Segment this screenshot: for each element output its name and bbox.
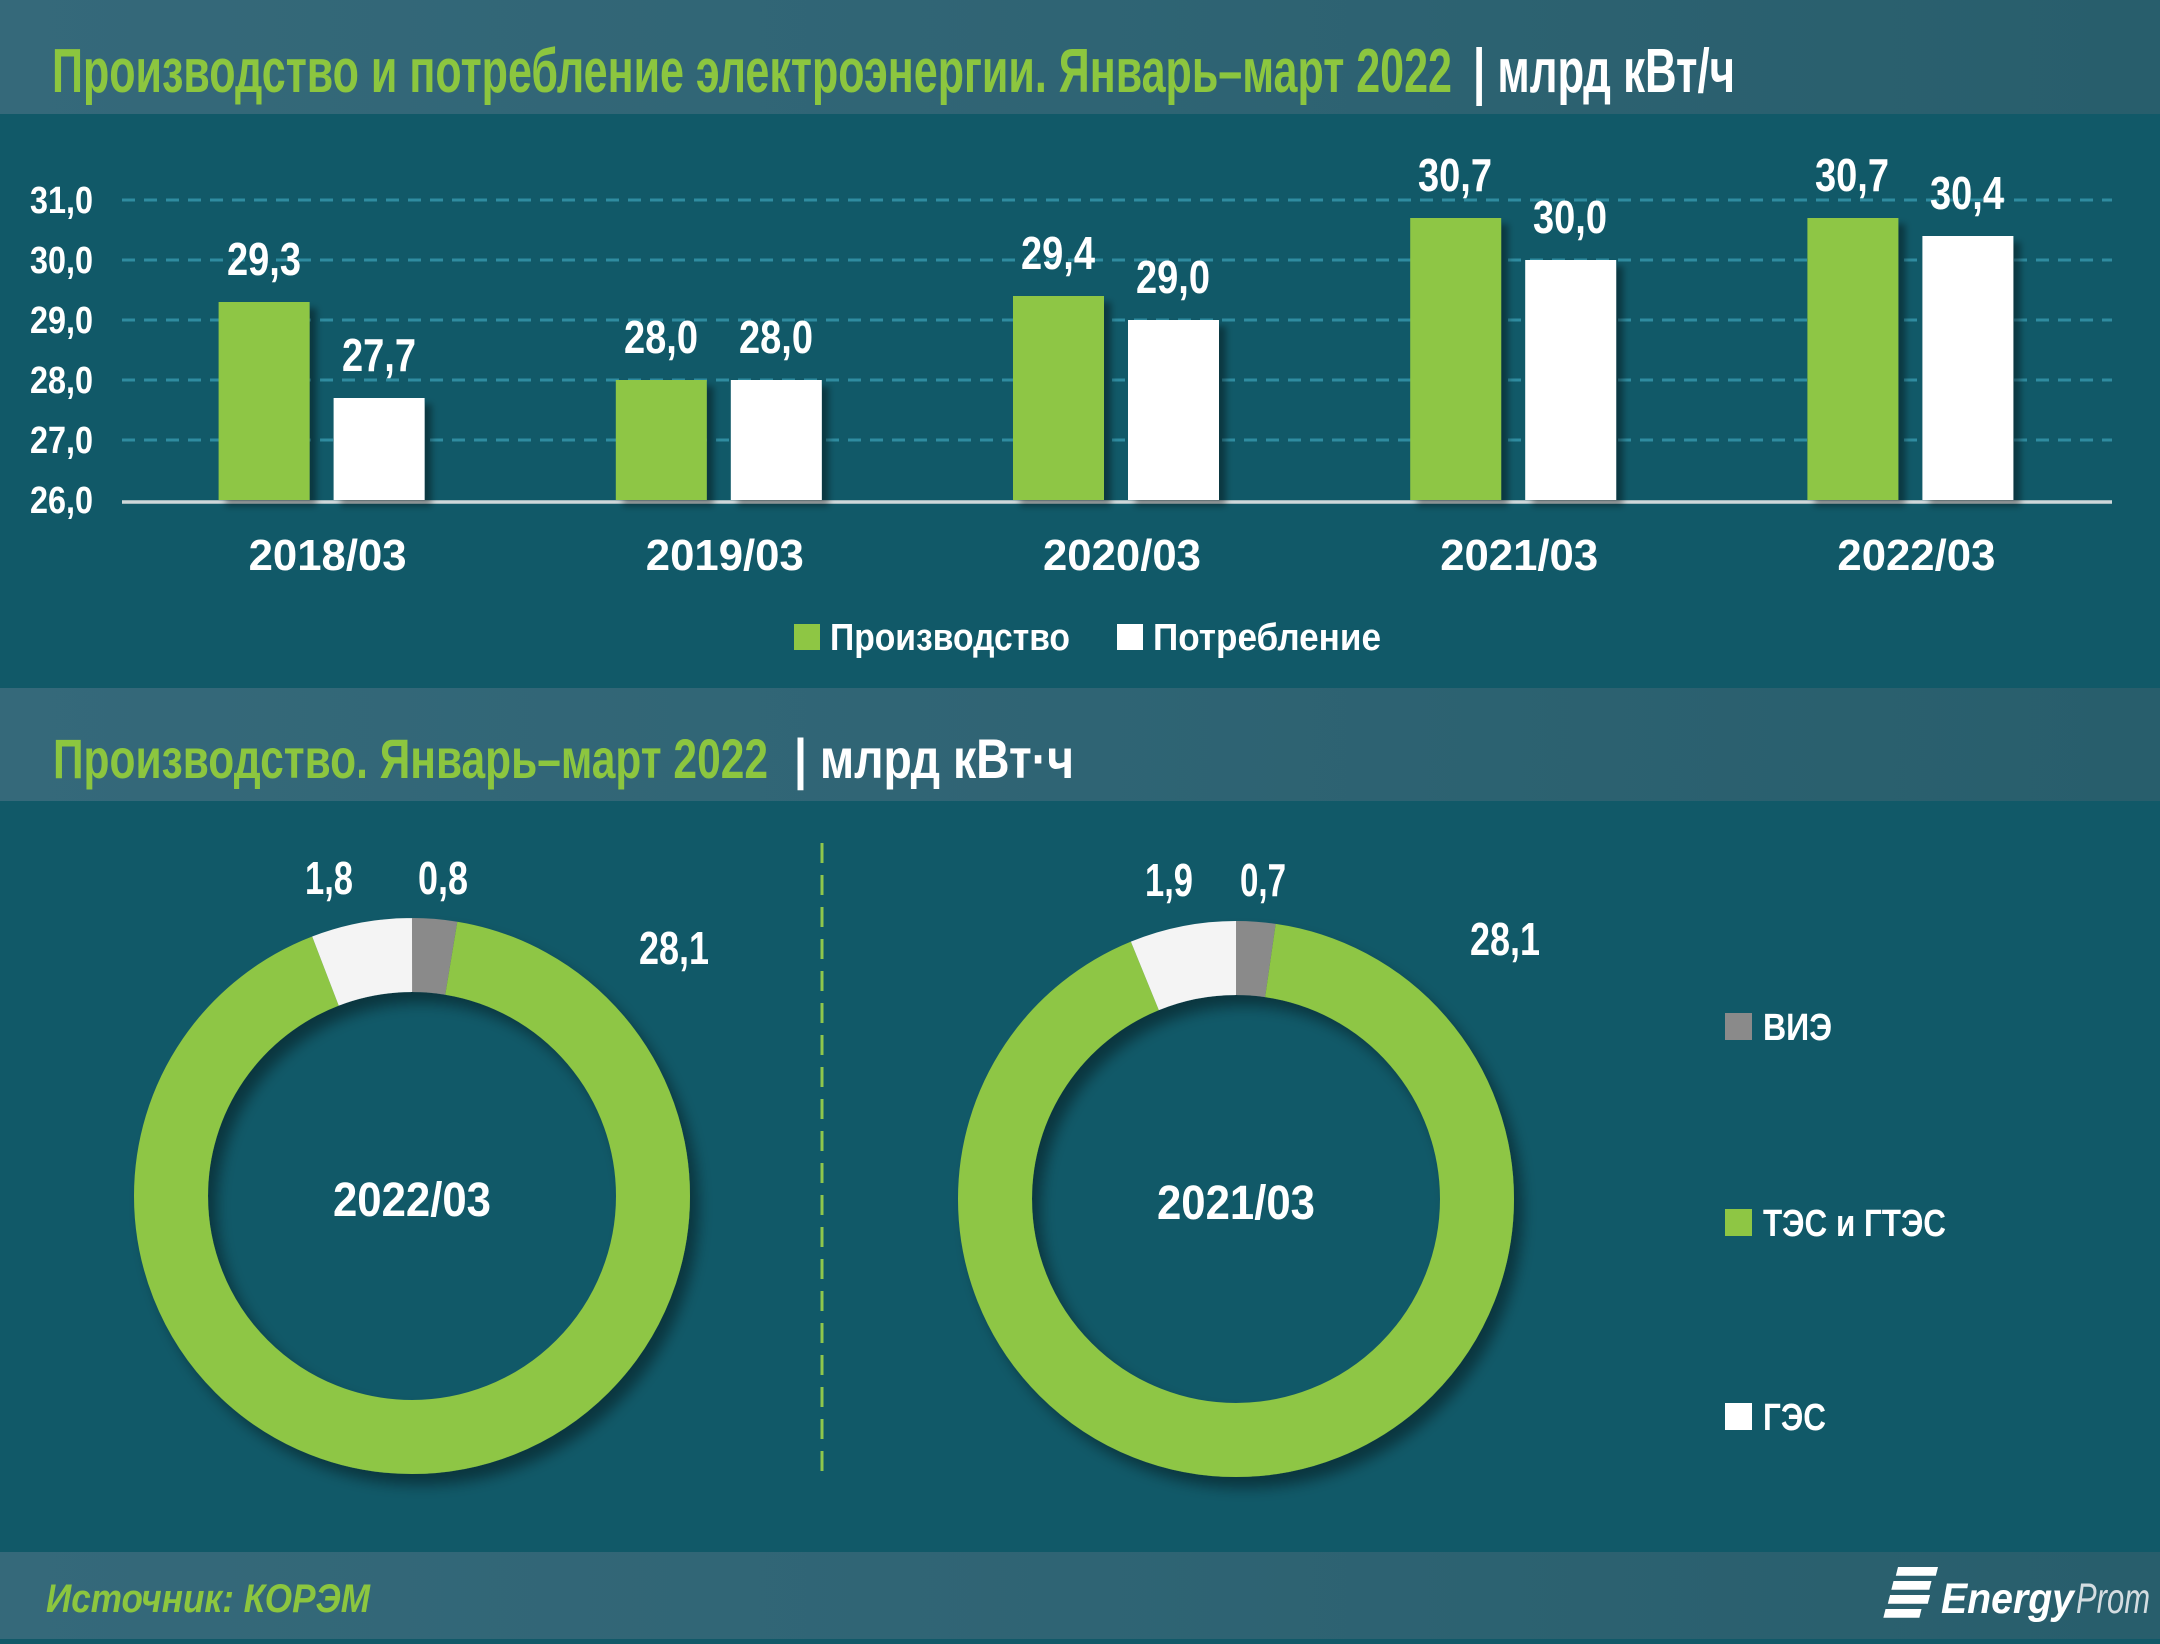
svg-text:27,7: 27,7 xyxy=(342,329,416,381)
svg-text:28,1: 28,1 xyxy=(639,922,709,974)
svg-text:28,1: 28,1 xyxy=(1470,913,1540,965)
svg-text:ВИЭ: ВИЭ xyxy=(1763,1007,1832,1049)
svg-text:2018/03: 2018/03 xyxy=(249,531,407,580)
svg-text:Energy: Energy xyxy=(1941,1575,2076,1623)
svg-text:28,0: 28,0 xyxy=(739,311,813,363)
svg-text:0,8: 0,8 xyxy=(418,852,468,904)
svg-text:28,0: 28,0 xyxy=(624,311,698,363)
svg-text:| млрд кВт·ч: | млрд кВт·ч xyxy=(794,727,1074,791)
svg-text:Производство: Производство xyxy=(830,617,1070,659)
svg-text:29,0: 29,0 xyxy=(30,300,93,342)
svg-text:2021/03: 2021/03 xyxy=(1440,531,1598,580)
svg-text:2021/03: 2021/03 xyxy=(1157,1177,1315,1230)
svg-text:2022/03: 2022/03 xyxy=(1837,531,1995,580)
svg-text:30,7: 30,7 xyxy=(1815,149,1889,201)
svg-text:Производство. Январь–март 2022: Производство. Январь–март 2022 xyxy=(53,727,768,790)
svg-text:30,4: 30,4 xyxy=(1930,167,2004,219)
svg-text:27,0: 27,0 xyxy=(30,420,93,462)
svg-text:30,7: 30,7 xyxy=(1418,149,1492,201)
svg-text:29,3: 29,3 xyxy=(227,233,301,285)
svg-text:28,0: 28,0 xyxy=(30,360,93,402)
svg-text:1,8: 1,8 xyxy=(305,852,353,904)
svg-text:31,0: 31,0 xyxy=(30,180,93,222)
svg-text:26,0: 26,0 xyxy=(30,480,93,522)
svg-text:2022/03: 2022/03 xyxy=(333,1174,491,1227)
svg-text:Потребление: Потребление xyxy=(1153,617,1381,659)
svg-text:Производство и потребление эле: Производство и потребление электроэнерги… xyxy=(52,37,1452,106)
svg-text:2019/03: 2019/03 xyxy=(646,531,804,580)
svg-text:29,4: 29,4 xyxy=(1021,227,1095,279)
svg-text:30,0: 30,0 xyxy=(30,240,93,282)
svg-text:2020/03: 2020/03 xyxy=(1043,531,1201,580)
svg-text:ТЭС и ГТЭС: ТЭС и ГТЭС xyxy=(1763,1203,1946,1245)
svg-text:ГЭС: ГЭС xyxy=(1763,1397,1826,1439)
svg-text:Источник: КОРЭМ: Источник: КОРЭМ xyxy=(46,1577,371,1621)
svg-text:30,0: 30,0 xyxy=(1533,191,1607,243)
svg-text:Prom: Prom xyxy=(2076,1575,2150,1623)
svg-text:0,7: 0,7 xyxy=(1240,854,1286,906)
svg-text:29,0: 29,0 xyxy=(1136,251,1210,303)
svg-text:1,9: 1,9 xyxy=(1145,854,1193,906)
svg-text:| млрд кВт/ч: | млрд кВт/ч xyxy=(1473,37,1735,107)
